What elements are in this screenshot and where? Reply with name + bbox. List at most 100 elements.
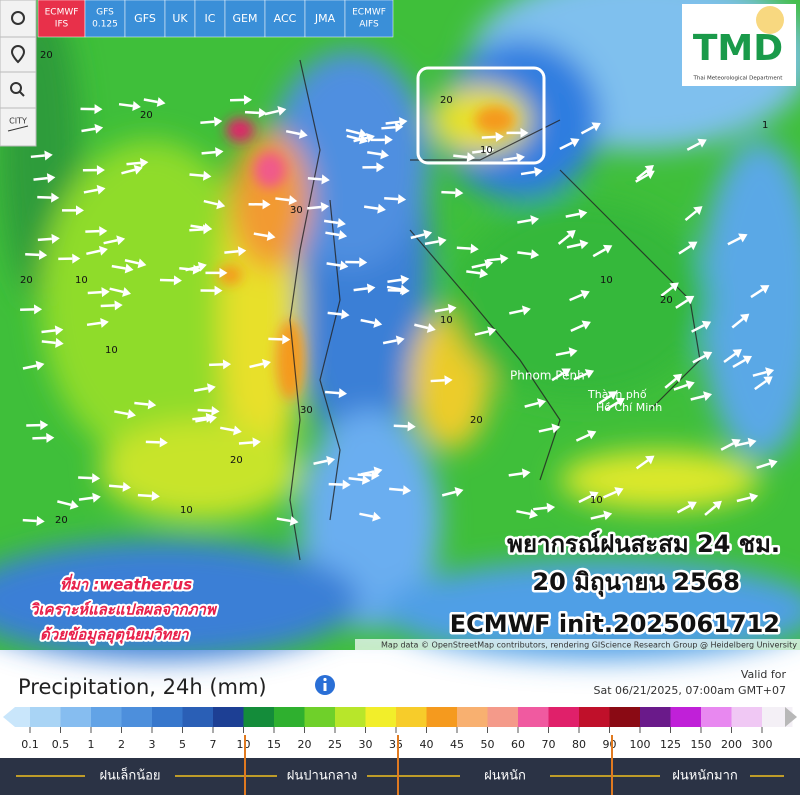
contour-label: 20	[40, 50, 53, 61]
arrow-shaft	[457, 248, 471, 249]
arrow-shaft	[126, 163, 140, 164]
color-swatch	[579, 707, 610, 727]
category-label: ฝนหนัก	[484, 769, 526, 784]
model-button[interactable]: IC	[195, 0, 225, 37]
contour-label: 10	[105, 345, 118, 356]
tick-label: 70	[542, 738, 556, 751]
legend-title: Precipitation, 24h (mm)	[18, 675, 267, 699]
tick-label: 50	[481, 738, 495, 751]
color-swatch	[30, 707, 61, 727]
color-swatch	[183, 707, 214, 727]
arrow-shaft	[325, 392, 339, 393]
color-swatch	[488, 707, 519, 727]
model-button[interactable]: ACC	[265, 0, 305, 37]
caption-line: ECMWF init.2025061712	[450, 610, 780, 638]
tick-label: 0.1	[21, 738, 39, 751]
color-swatch	[732, 707, 763, 727]
arrow-shaft	[329, 484, 343, 485]
arrow-shaft	[384, 198, 398, 199]
tick-label: 35	[389, 738, 403, 751]
color-swatch	[122, 707, 153, 727]
color-swatch	[671, 707, 702, 727]
arrow-shaft	[275, 198, 289, 200]
color-swatch	[61, 707, 92, 727]
arrow-shaft	[239, 442, 253, 443]
arrow-shaft	[25, 254, 39, 255]
tick-label: 25	[328, 738, 342, 751]
arrow-shaft	[138, 495, 152, 496]
arrow-shaft	[198, 410, 212, 411]
button-label: IC	[205, 12, 216, 25]
arrow-shaft	[34, 178, 48, 180]
arrow-shaft	[88, 292, 102, 293]
color-swatch	[335, 707, 366, 727]
valid-label: Valid for	[741, 668, 787, 681]
arrow-shaft	[517, 252, 531, 254]
button-label: GFS	[134, 12, 156, 25]
color-swatch	[366, 707, 397, 727]
contour-label: 10	[180, 505, 193, 516]
source-line: วิเคราะห์และแปลผลจากภาพ	[30, 601, 218, 619]
arrow-shaft	[224, 251, 238, 252]
arrow-shaft	[328, 313, 342, 314]
color-swatch	[457, 707, 488, 727]
button-label: GEM	[233, 12, 258, 25]
logo-title: TMD	[693, 28, 783, 69]
tick-label: 0.5	[52, 738, 70, 751]
arrow-shaft	[78, 477, 92, 478]
arrow-shaft	[487, 259, 501, 260]
tick-label: 10	[237, 738, 251, 751]
arrow-shaft	[389, 489, 403, 490]
color-swatch	[610, 707, 641, 727]
color-swatch	[305, 707, 336, 727]
arrow-shaft	[101, 305, 115, 306]
button-bg	[85, 0, 125, 37]
tick-label: 100	[630, 738, 651, 751]
button-label: JMA	[314, 12, 336, 25]
arrow-shaft	[134, 403, 148, 404]
color-swatch	[91, 707, 122, 727]
place-label: Phnom Penh	[510, 369, 585, 383]
contour-label: 10	[440, 315, 453, 326]
arrow-shaft	[42, 341, 56, 343]
button-bg	[38, 0, 85, 37]
button-label: AIFS	[359, 20, 379, 30]
caption-line: พยากรณ์ฝนสะสม 24 ชม.	[507, 530, 780, 558]
model-button[interactable]: GFS	[125, 0, 165, 37]
model-button[interactable]: UK	[165, 0, 195, 37]
contour-label: 1	[762, 120, 768, 131]
model-button[interactable]: JMA	[305, 0, 345, 37]
legend: Precipitation, 24h (mm) Valid for Sat 06…	[0, 668, 800, 795]
tick-label: 40	[420, 738, 434, 751]
button-label: IFS	[55, 20, 69, 30]
arrow-shaft	[31, 156, 45, 157]
arrow-shaft	[307, 207, 321, 208]
category-label: ฝนปานกลาง	[287, 769, 357, 784]
contour-label: 10	[600, 275, 613, 286]
arrow-shaft	[32, 438, 46, 439]
arrow-shaft	[200, 122, 214, 123]
arrow-shaft	[209, 364, 223, 365]
logo: TMD Thai Meteorological Department	[682, 4, 796, 86]
model-button[interactable]: GEM	[225, 0, 265, 37]
tick-label: 60	[511, 738, 525, 751]
info-icon[interactable]	[315, 675, 335, 695]
contour-label: 20	[140, 110, 153, 121]
arrow-shaft	[386, 122, 400, 124]
color-swatch	[152, 707, 183, 727]
contour-label: 30	[290, 205, 303, 216]
color-swatch	[518, 707, 549, 727]
button-label: GFS	[96, 8, 114, 18]
arrow-shaft	[533, 508, 547, 509]
arrow-shaft	[38, 239, 52, 240]
category-label: ฝนหนักมาก	[672, 769, 738, 784]
source-line: ที่มา :weather.us	[60, 574, 192, 594]
city-button[interactable]: CITY	[9, 117, 27, 126]
